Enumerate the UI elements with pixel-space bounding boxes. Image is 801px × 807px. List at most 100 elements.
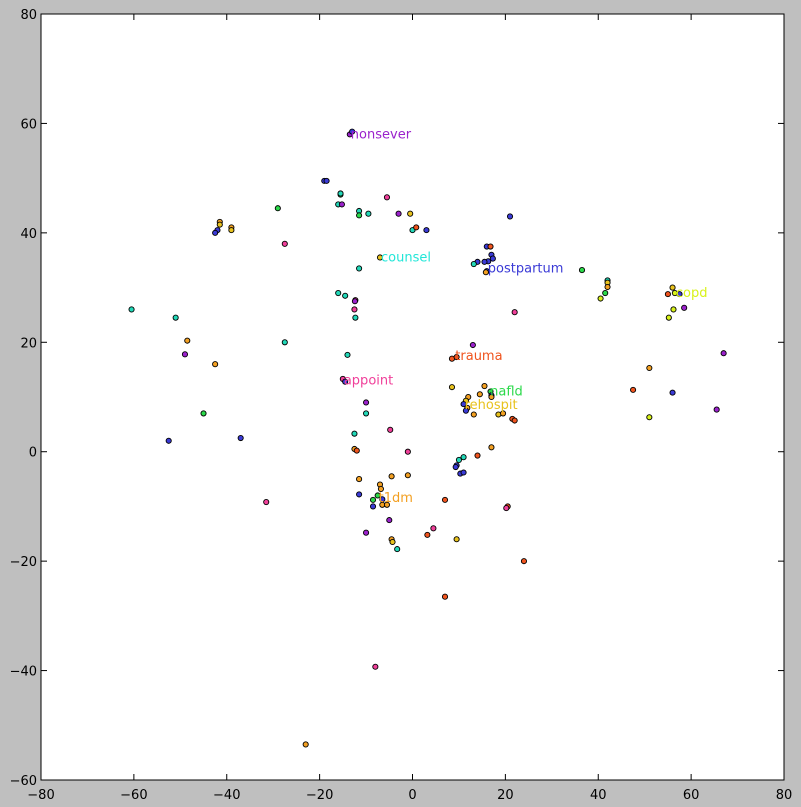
scatter-point — [184, 337, 191, 344]
scatter-point — [376, 254, 384, 261]
annotation-label: counsel — [381, 250, 431, 265]
annotations-layer: nonsever counsel postpartum copd trauma appoi… — [344, 127, 708, 506]
scatter-point — [365, 210, 372, 217]
scatter-point — [469, 341, 476, 349]
scatter-point — [481, 258, 488, 265]
scatter-point — [351, 298, 358, 305]
scatter-point — [356, 476, 363, 483]
scatter-point — [372, 663, 379, 670]
scatter-point — [351, 306, 358, 313]
scatter-point — [369, 496, 377, 503]
scatter-point — [407, 210, 414, 217]
scatter-point — [212, 229, 219, 236]
scatter-point — [487, 243, 494, 250]
scatter-point — [394, 546, 401, 553]
scatter-point — [511, 309, 518, 316]
scatter-point — [452, 463, 459, 471]
annotation-label: rehospit — [465, 398, 518, 413]
scatter-point — [630, 386, 637, 393]
scatter-point — [172, 314, 179, 321]
y-tick-label: −60 — [10, 774, 37, 789]
scatter-point — [481, 383, 488, 390]
scatter-point — [665, 314, 672, 321]
scatter-point — [353, 447, 360, 454]
scatter-point — [430, 525, 437, 532]
scatter-point — [448, 384, 456, 391]
scatter-point — [216, 221, 223, 228]
y-tick-label: −40 — [10, 665, 37, 680]
scatter-point — [489, 255, 496, 262]
scatter-point — [374, 492, 381, 499]
scatter-point — [363, 529, 370, 536]
scatter-point — [646, 364, 653, 372]
scatter-point — [274, 205, 281, 212]
scatter-point — [404, 472, 411, 479]
scatter-point — [460, 454, 467, 461]
scatter-point — [460, 401, 467, 408]
scatter-point — [200, 410, 207, 417]
scatter-point — [338, 201, 345, 208]
scatter-point — [424, 531, 431, 538]
scatter-point — [482, 269, 489, 276]
scatter-point — [237, 434, 244, 442]
scatter-point — [441, 593, 449, 600]
scatter-point — [356, 212, 363, 219]
y-tick-label: −20 — [10, 555, 37, 570]
scatter-point — [506, 213, 514, 220]
x-tick-label: −80 — [27, 788, 54, 803]
scatter-point — [356, 491, 363, 498]
scatter-point — [669, 389, 676, 396]
scatter-point — [349, 128, 356, 135]
scatter-point — [335, 289, 342, 297]
scatter-point — [460, 469, 467, 476]
scatter-point — [720, 350, 727, 357]
points-layer — [128, 128, 727, 748]
scatter-point — [713, 406, 720, 413]
scatter-point — [377, 485, 384, 492]
scatter-point — [488, 393, 495, 401]
scatter-point — [363, 399, 370, 406]
scatter-point — [389, 538, 396, 546]
scatter-point — [337, 190, 344, 197]
scatter-point — [503, 505, 510, 512]
scatter-point — [664, 291, 671, 298]
scatter-point — [212, 361, 219, 368]
scatter-point — [488, 444, 495, 451]
scatter-point — [681, 304, 688, 311]
scatter-point — [455, 456, 462, 463]
scatter-point — [578, 267, 586, 274]
scatter-point — [423, 227, 430, 234]
x-tick-label: 60 — [683, 788, 700, 803]
scatter-point — [356, 265, 363, 272]
scatter-point — [342, 378, 349, 385]
annotation-label: postpartum — [488, 261, 564, 276]
annotation-label: copd — [676, 286, 708, 301]
scatter-point — [453, 536, 460, 543]
y-tick-label: 60 — [20, 117, 37, 132]
y-tick-label: 40 — [20, 227, 37, 242]
scatter-point — [520, 558, 528, 565]
scatter-point — [351, 430, 358, 437]
y-tick-label: 80 — [20, 8, 37, 23]
scatter-point — [383, 194, 391, 201]
scatter-point — [386, 517, 393, 524]
scatter-point — [441, 496, 449, 503]
annotation-label: nonsever — [351, 127, 412, 142]
scatter-point — [597, 295, 604, 302]
scatter-point — [395, 210, 402, 217]
scatter-point — [281, 339, 288, 346]
scatter-point — [369, 503, 377, 510]
scatter-point — [476, 391, 483, 398]
x-tick-label: 20 — [497, 788, 514, 803]
scatter-point — [352, 314, 359, 321]
scatter-point — [342, 292, 349, 299]
scatter-point — [602, 289, 609, 297]
annotation-label: t1dm — [379, 491, 413, 506]
scatter-point — [388, 473, 395, 480]
y-tick-label: 20 — [20, 336, 37, 351]
x-tick-label: 40 — [590, 788, 607, 803]
scatter-point — [470, 411, 477, 418]
scatter-point — [670, 306, 677, 313]
annotation-label: appoint — [344, 374, 393, 389]
